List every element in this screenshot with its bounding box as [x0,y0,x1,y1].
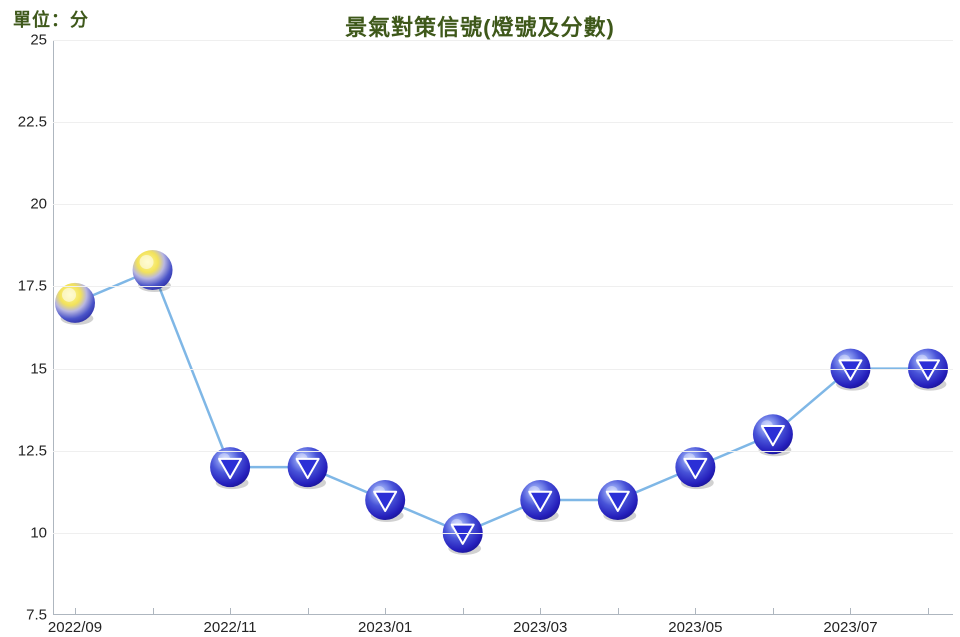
plot-area [53,40,953,615]
y-axis-label: 15 [7,360,47,377]
chart-container: 單位：分 景氣對策信號(燈號及分數) 7.51012.51517.52022.5… [0,0,960,637]
x-axis-label: 2023/07 [823,619,877,636]
x-axis-tick [75,608,76,615]
grid-line [53,533,953,534]
data-marker [520,480,560,522]
data-marker [55,283,95,325]
grid-line [53,286,953,287]
data-marker [598,480,638,522]
x-axis-tick [385,608,386,615]
x-axis-tick [850,608,851,615]
y-axis-label: 17.5 [7,278,47,295]
data-marker [365,480,405,522]
markers-group [55,250,948,555]
data-marker [210,447,250,489]
x-axis-tick [308,608,309,615]
data-marker [288,447,328,489]
y-axis-label: 25 [7,32,47,49]
data-marker [908,349,948,391]
x-axis-label: 2022/11 [204,619,257,636]
x-axis-tick [773,608,774,615]
x-axis-tick [695,608,696,615]
grid-line [53,122,953,123]
x-axis-label: 2023/01 [358,619,412,636]
grid-line [53,451,953,452]
x-axis-label: 2023/05 [668,619,722,636]
y-axis-label: 20 [7,196,47,213]
grid-line [53,40,953,41]
data-marker [443,513,483,555]
y-axis-label: 10 [7,524,47,541]
x-axis-tick [540,608,541,615]
x-axis-tick [153,608,154,615]
x-axis-label: 2023/03 [513,619,567,636]
data-marker [675,447,715,489]
x-axis-label: 2022/09 [48,619,102,636]
x-axis-tick [928,608,929,615]
grid-line [53,369,953,370]
series-line [75,270,928,533]
y-axis-label: 7.5 [7,607,47,624]
x-axis-tick [618,608,619,615]
grid-line [53,204,953,205]
data-marker [830,349,870,391]
y-axis-label: 12.5 [7,442,47,459]
series-svg [53,40,953,615]
x-axis-tick [463,608,464,615]
chart-title: 景氣對策信號(燈號及分數) [0,10,960,42]
y-axis-label: 22.5 [7,114,47,131]
x-axis-tick [230,608,231,615]
